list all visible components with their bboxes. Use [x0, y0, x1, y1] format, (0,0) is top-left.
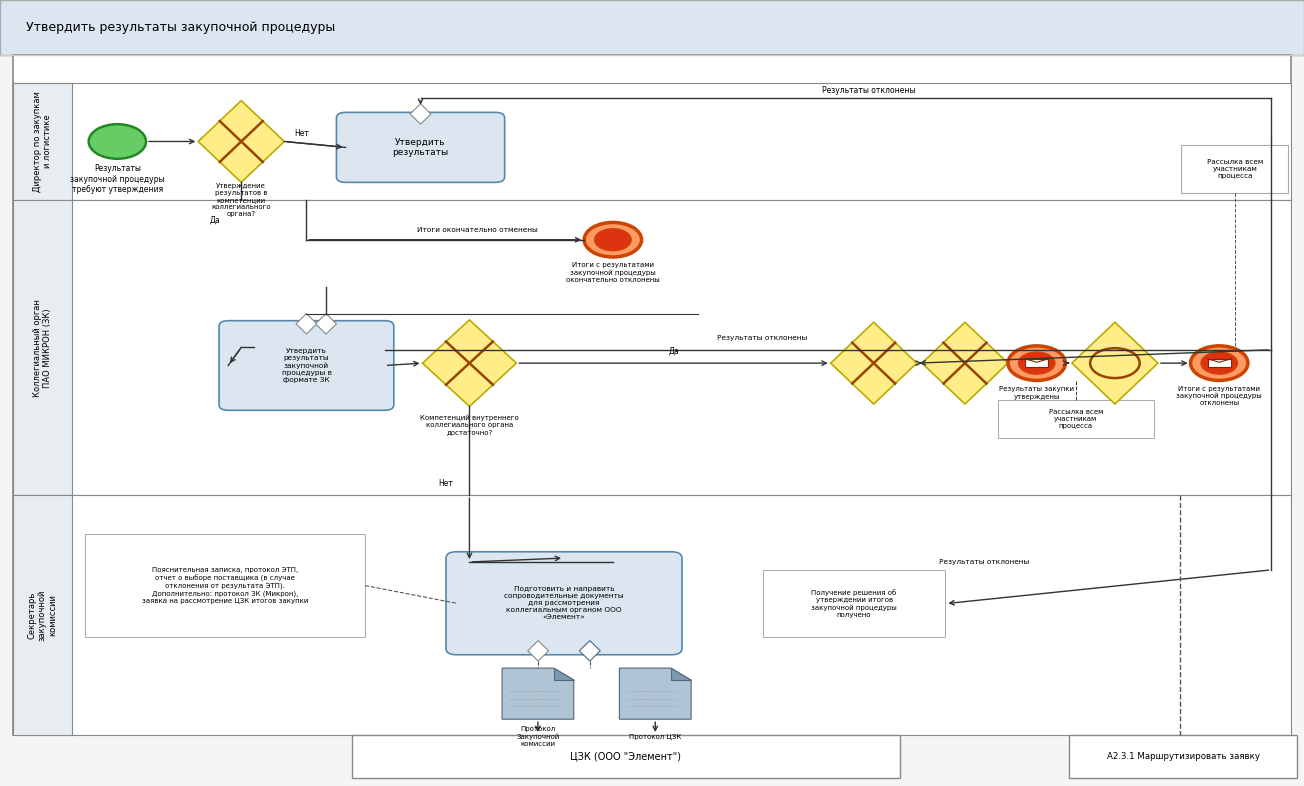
Bar — [1025, 358, 1048, 367]
Text: Рассылка всем
участникам
процесса: Рассылка всем участникам процесса — [1206, 159, 1264, 179]
FancyBboxPatch shape — [13, 200, 1291, 495]
FancyBboxPatch shape — [13, 495, 1291, 735]
Circle shape — [89, 124, 146, 159]
FancyBboxPatch shape — [13, 83, 72, 200]
Text: Утвердить результаты закупочной процедуры: Утвердить результаты закупочной процедур… — [26, 21, 335, 34]
Text: Директор по закупкам
и логистике: Директор по закупкам и логистике — [33, 91, 52, 192]
Polygon shape — [422, 320, 516, 406]
Text: Протокол
Закупочной
комиссии: Протокол Закупочной комиссии — [516, 726, 559, 747]
Text: Результаты отклонены: Результаты отклонены — [717, 335, 807, 341]
FancyBboxPatch shape — [13, 200, 72, 495]
Polygon shape — [198, 101, 284, 182]
Circle shape — [1191, 346, 1248, 380]
Polygon shape — [316, 314, 336, 334]
FancyBboxPatch shape — [998, 400, 1154, 438]
Circle shape — [584, 222, 642, 257]
Text: Получение решения об
утверждении итогов
закупочной процедуры
получено: Получение решения об утверждении итогов … — [811, 590, 897, 618]
Text: Да: Да — [210, 215, 220, 225]
Polygon shape — [502, 668, 574, 719]
Text: Результаты
закупочной процедуры
требуют утверждения: Результаты закупочной процедуры требуют … — [70, 164, 164, 194]
Text: Секретарь
закупочной
комиссии: Секретарь закупочной комиссии — [27, 590, 57, 641]
FancyBboxPatch shape — [219, 321, 394, 410]
Text: Протокол ЦЗК: Протокол ЦЗК — [629, 733, 682, 740]
Text: Подготовить и направить
сопроводительные документы
для рассмотрения
коллегиальны: Подготовить и направить сопроводительные… — [505, 586, 623, 620]
FancyBboxPatch shape — [446, 552, 682, 655]
Polygon shape — [296, 314, 317, 334]
FancyBboxPatch shape — [352, 735, 900, 778]
Text: Пояснительная записка, протокол ЭТП,
отчет о выборе поставщика (в случае
отклоне: Пояснительная записка, протокол ЭТП, отч… — [142, 567, 308, 604]
Polygon shape — [579, 641, 600, 661]
Polygon shape — [1072, 322, 1158, 404]
Text: Результаты отклонены: Результаты отклонены — [822, 86, 915, 95]
Text: A2.3.1 Маршрутизировать заявку: A2.3.1 Маршрутизировать заявку — [1107, 751, 1260, 761]
FancyBboxPatch shape — [85, 534, 365, 637]
Text: Результаты закупки
утверждены: Результаты закупки утверждены — [999, 387, 1074, 399]
FancyBboxPatch shape — [1069, 735, 1297, 778]
Circle shape — [595, 229, 631, 251]
FancyBboxPatch shape — [1181, 145, 1288, 193]
Text: Нет: Нет — [295, 129, 309, 138]
Polygon shape — [619, 668, 691, 719]
Polygon shape — [831, 322, 917, 404]
FancyBboxPatch shape — [13, 55, 1291, 735]
Circle shape — [1008, 346, 1065, 380]
Text: Компетенций внутреннего
коллегиального органа
достаточно?: Компетенций внутреннего коллегиального о… — [420, 414, 519, 435]
Text: Да: Да — [668, 347, 679, 356]
Text: Утверждение
результатов в
компетенции
коллегиального
органа?: Утверждение результатов в компетенции ко… — [211, 183, 271, 218]
FancyBboxPatch shape — [13, 495, 72, 735]
Text: Утвердить
результаты: Утвердить результаты — [393, 138, 449, 157]
Circle shape — [1201, 352, 1237, 374]
Polygon shape — [409, 104, 430, 124]
Text: ЦЗК (ООО "Элемент"): ЦЗК (ООО "Элемент") — [570, 751, 682, 761]
Polygon shape — [672, 668, 691, 680]
Polygon shape — [554, 668, 574, 680]
Text: Итоги окончательно отменены: Итоги окончательно отменены — [417, 226, 539, 233]
FancyBboxPatch shape — [763, 570, 945, 637]
Text: Утвердить
результаты
закупочной
процедуры в
формате ЗК: Утвердить результаты закупочной процедур… — [282, 348, 331, 383]
FancyBboxPatch shape — [336, 112, 505, 182]
Text: Итоги с результатами
закупочной процедуры
отклонены: Итоги с результатами закупочной процедур… — [1176, 386, 1262, 406]
Polygon shape — [922, 322, 1008, 404]
Polygon shape — [528, 641, 549, 661]
Circle shape — [1018, 352, 1055, 374]
Text: Нет: Нет — [438, 479, 454, 488]
Text: Результаты отклонены: Результаты отклонены — [939, 559, 1029, 565]
FancyBboxPatch shape — [0, 0, 1304, 55]
Bar — [1208, 358, 1231, 367]
Text: Коллегиальный орган
ПАО МИКРОН (ЗК): Коллегиальный орган ПАО МИКРОН (ЗК) — [33, 299, 52, 397]
Text: Рассылка всем
участникам
процесса: Рассылка всем участникам процесса — [1048, 409, 1103, 429]
FancyBboxPatch shape — [13, 83, 1291, 200]
Text: Итоги с результатами
закупочной процедуры
окончательно отклонены: Итоги с результатами закупочной процедур… — [566, 263, 660, 283]
